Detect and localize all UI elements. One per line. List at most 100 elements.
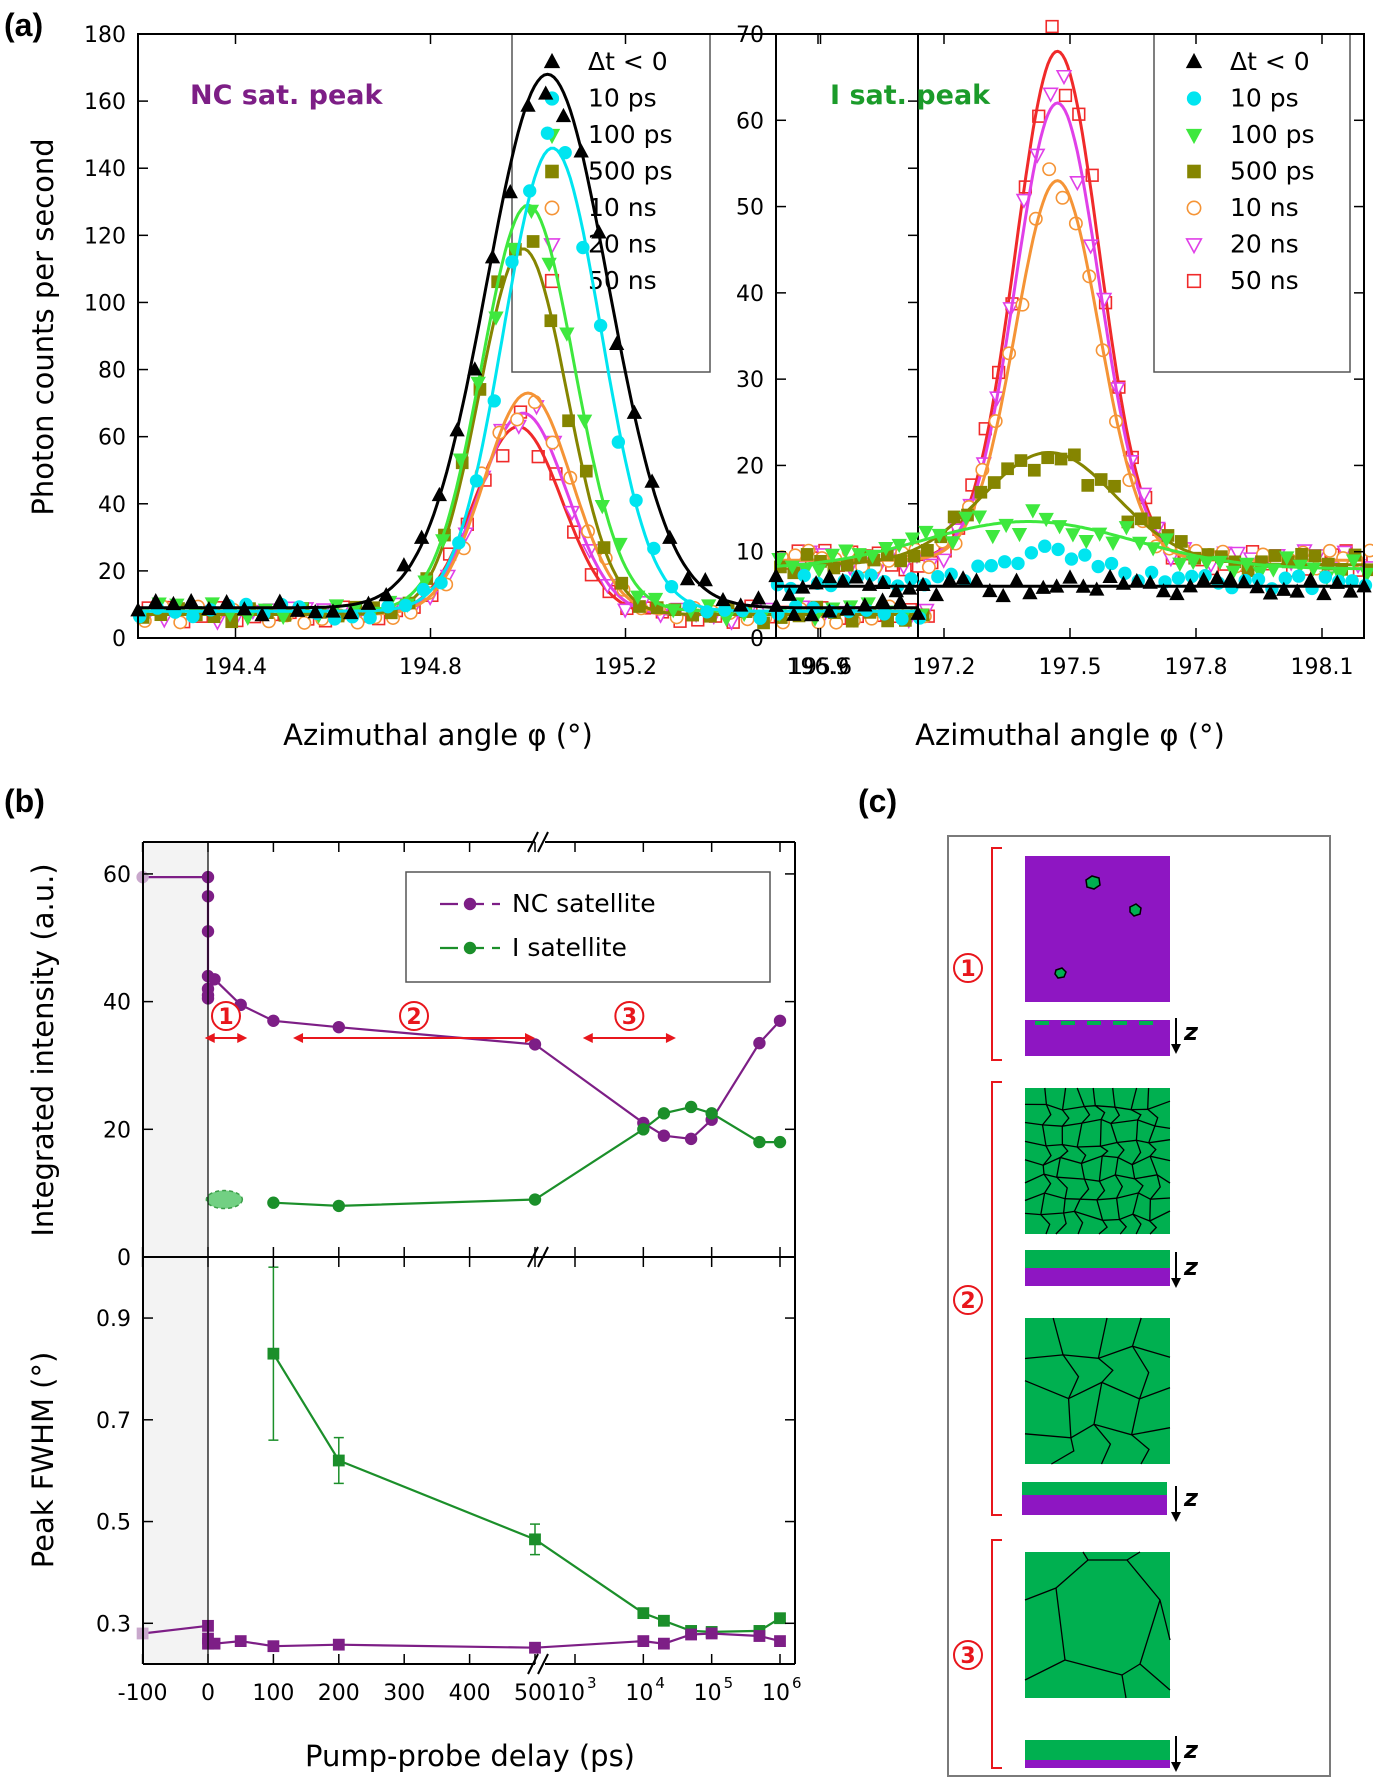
data-point [526, 235, 540, 248]
y-tick-label: 0.5 [96, 1511, 131, 1536]
x-tick-label: 195.2 [594, 655, 657, 680]
legend-label: I satellite [512, 933, 627, 962]
schematic-domain-evolution: 1 z 2 z [947, 835, 1331, 1777]
z-arrow-4: z [1171, 1736, 1199, 1772]
data-point [1171, 571, 1186, 585]
data-point [555, 107, 572, 123]
stage-2-number: 2 [960, 1289, 975, 1314]
data-point [968, 572, 985, 587]
legend-marker [463, 941, 477, 955]
stage-number: 2 [406, 1005, 421, 1030]
data-point [781, 586, 798, 601]
legend-marker [1186, 200, 1202, 216]
data-point [1008, 572, 1025, 587]
x-tick-label: 197.5 [1039, 655, 1102, 680]
x-tick-label: 196.9 [787, 655, 850, 680]
data-point [1069, 176, 1086, 192]
y-tick-label: 30 [736, 368, 764, 393]
z-label-4: z [1183, 1736, 1199, 1764]
data-point [888, 582, 904, 598]
data-point [840, 558, 854, 572]
y-axis-label-fwhm: Peak FWHM (°) [26, 1352, 60, 1569]
axis-break-top [527, 831, 549, 1268]
legend-label: Δt < 0 [588, 47, 668, 76]
chart-title-i: I sat. peak [830, 80, 991, 111]
stage-3-group: 3 z [953, 1539, 1199, 1772]
data-point [753, 1036, 766, 1050]
data-point [1222, 570, 1239, 585]
data-point [684, 1132, 698, 1146]
data-point [254, 607, 270, 622]
data-point [1268, 549, 1282, 562]
legend-marker [1186, 91, 1202, 106]
data-point [502, 184, 518, 199]
y-tick-label: 0.7 [96, 1409, 131, 1434]
data-point [1295, 547, 1308, 561]
data-point [904, 532, 921, 547]
x-tick-label: 500 [514, 1681, 556, 1706]
data-point [637, 1607, 650, 1620]
y-tick-label: 180 [84, 23, 126, 48]
legend-label: 50 ns [1230, 266, 1299, 295]
data-point [1169, 585, 1185, 601]
x-tick-label: 194.8 [399, 655, 462, 680]
x-tick-exponent: 4 [655, 1674, 665, 1692]
data-point [1085, 168, 1099, 182]
y-tick-label: 20 [103, 1118, 131, 1143]
y-axis-label-left: Photon counts per second [26, 138, 60, 515]
data-point [1042, 87, 1059, 103]
data-point [1279, 551, 1295, 566]
z-arrow-1: z [1171, 1018, 1199, 1054]
data-point [267, 1640, 280, 1653]
stage-annotations: 1 2 3 [204, 1001, 676, 1043]
data-point [1316, 585, 1332, 601]
data-point [1362, 543, 1373, 558]
data-point [1262, 585, 1279, 600]
data-point [528, 1038, 542, 1051]
x-tick-label: 198.1 [1291, 655, 1354, 680]
data-point [1229, 546, 1246, 562]
data-point [697, 572, 713, 587]
chart-i-sat-peak: I sat. peak 50 ns 20 ns 10 ns 500 ps 100 ps 1… [736, 19, 1373, 752]
legend-marker [1186, 273, 1202, 289]
data-point [1025, 504, 1041, 519]
data-point [528, 1193, 542, 1206]
panel-label-b: (b) [4, 783, 45, 819]
data-point [931, 570, 945, 584]
legend-b: NC satellite I satellite [440, 889, 656, 962]
data-point [267, 1014, 280, 1027]
x-tick-label: 197.2 [913, 655, 976, 680]
y-axis-label-intensity: Integrated intensity (a.u.) [26, 863, 60, 1236]
data-point [1118, 521, 1135, 536]
legend-box-right [1153, 33, 1351, 373]
stage-marker [210, 1001, 241, 1031]
fit-curve [775, 520, 1364, 571]
fit-curve [138, 72, 918, 610]
legend-marker [463, 897, 477, 911]
x-tick-label-log: 10 [762, 1681, 790, 1706]
stage-1-group: 1 z [953, 847, 1199, 1061]
legend-label: 10 ps [588, 84, 657, 113]
fit-curve [138, 146, 918, 613]
data-point [332, 1020, 345, 1034]
legend-label: 50 ns [588, 266, 657, 295]
data-point [982, 582, 998, 598]
y-tick-label: 60 [736, 109, 764, 134]
data-point [904, 572, 918, 586]
data-point [1102, 568, 1118, 584]
x-tick-label: 300 [383, 1681, 425, 1706]
data-point [1278, 571, 1292, 585]
stage-1-cross-section [1025, 1020, 1170, 1056]
data-point [1134, 512, 1148, 526]
x-tick-label-log: 10 [694, 1681, 722, 1706]
legend-label: 20 ns [1230, 230, 1299, 259]
x-axis-label-left: Azimuthal angle φ (°) [283, 718, 593, 752]
data-point [1236, 574, 1252, 589]
x-tick-label: 195.6 [789, 655, 852, 680]
legend-marker [544, 200, 560, 216]
data-point [877, 607, 891, 621]
data-point [1042, 162, 1057, 177]
y-tick-label: 0 [117, 1246, 131, 1271]
data-point [657, 1107, 671, 1120]
